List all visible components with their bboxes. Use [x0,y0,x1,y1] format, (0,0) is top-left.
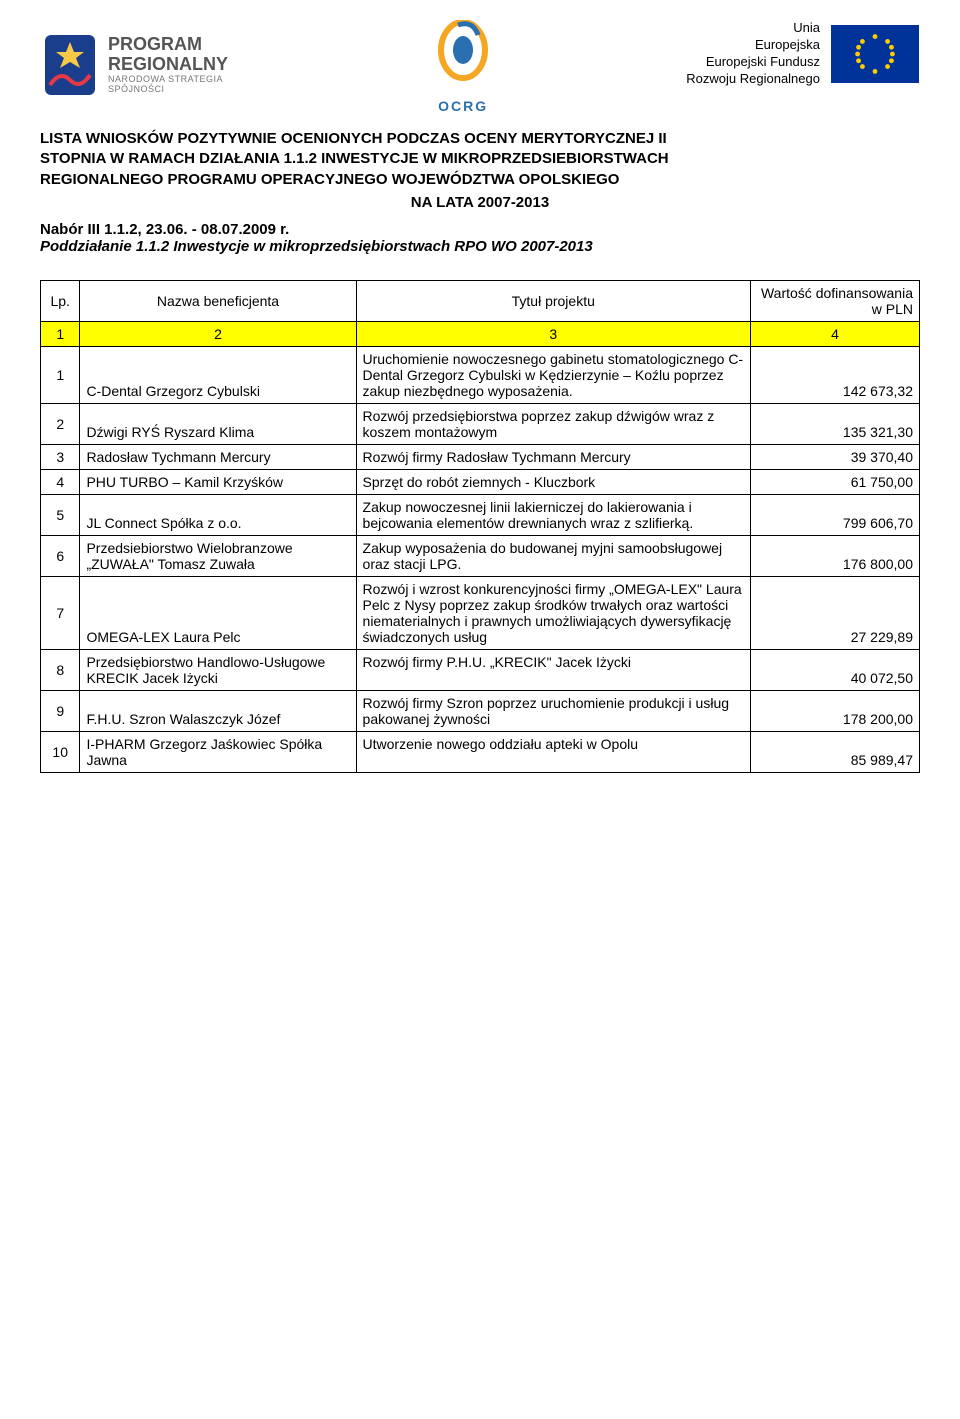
cell-beneficiary: Przedsiebiorstwo Wielobranzowe „ZUWAŁA" … [80,535,356,576]
cell-lp: 4 [41,469,80,494]
table-subheader-row: 1 2 3 4 [41,321,920,346]
header-logos: PROGRAM REGIONALNY NARODOWA STRATEGIA SP… [40,20,920,114]
cell-value: 142 673,32 [750,346,919,403]
table-row: 10I-PHARM Grzegorz Jaśkowiec Spółka Jawn… [41,731,920,772]
cell-title: Rozwój firmy Radosław Tychmann Mercury [356,444,750,469]
document-title: LISTA WNIOSKÓW POZYTYWNIE OCENIONYCH POD… [40,129,920,190]
cell-value: 178 200,00 [750,690,919,731]
cell-beneficiary: OMEGA-LEX Laura Pelc [80,576,356,649]
ocrg-label: OCRG [413,98,513,114]
nabor-line: Nabór III 1.1.2, 23.06. - 08.07.2009 r. [40,221,920,238]
cell-beneficiary: F.H.U. Szron Walaszczyk Józef [80,690,356,731]
table-row: 7OMEGA-LEX Laura PelcRozwój i wzrost kon… [41,576,920,649]
eu-flag-icon [830,24,920,84]
ocrg-logo: OCRG [413,20,513,114]
cell-lp: 9 [41,690,80,731]
col-header-beneficiary: Nazwa beneficjenta [80,280,356,321]
cell-beneficiary: C-Dental Grzegorz Cybulski [80,346,356,403]
cell-title: Zakup nowoczesnej linii lakierniczej do … [356,494,750,535]
eu-block: Unia Europejska Europejski Fundusz Rozwo… [686,20,920,88]
cell-lp: 3 [41,444,80,469]
table-row: 1C-Dental Grzegorz CybulskiUruchomienie … [41,346,920,403]
table-row: 9F.H.U. Szron Walaszczyk JózefRozwój fir… [41,690,920,731]
table-header-row: Lp. Nazwa beneficjenta Tytuł projektu Wa… [41,280,920,321]
program-text-3: NARODOWA STRATEGIA SPÓJNOŚCI [108,75,240,95]
title-line-2: STOPNIA W RAMACH DZIAŁANIA 1.1.2 INWESTY… [40,149,920,169]
col-header-title: Tytuł projektu [356,280,750,321]
cell-lp: 2 [41,403,80,444]
program-text-1: PROGRAM [108,35,240,55]
cell-beneficiary: JL Connect Spółka z o.o. [80,494,356,535]
cell-title: Uruchomienie nowoczesnego gabinetu stoma… [356,346,750,403]
cell-lp: 5 [41,494,80,535]
cell-title: Rozwój przedsiębiorstwa poprzez zakup dź… [356,403,750,444]
cell-beneficiary: PHU TURBO – Kamil Krzyśków [80,469,356,494]
title-line-4: NA LATA 2007-2013 [40,194,920,211]
eu-text-3: Europejski Fundusz [686,54,820,71]
title-line-3: REGIONALNEGO PROGRAMU OPERACYJNEGO WOJEW… [40,170,920,190]
cell-title: Rozwój firmy Szron poprzez uruchomienie … [356,690,750,731]
eu-text-4: Rozwoju Regionalnego [686,71,820,88]
cell-title: Utworzenie nowego oddziału apteki w Opol… [356,731,750,772]
cell-value: 799 606,70 [750,494,919,535]
table-row: 8Przedsiębiorstwo Handlowo-Usługowe KREC… [41,649,920,690]
cell-lp: 1 [41,346,80,403]
poddzialanie-line: Poddziałanie 1.1.2 Inwestycje w mikroprz… [40,238,920,255]
cell-beneficiary: Radosław Tychmann Mercury [80,444,356,469]
cell-lp: 6 [41,535,80,576]
program-regionalny-logo: PROGRAM REGIONALNY NARODOWA STRATEGIA SP… [40,20,240,110]
program-logo-icon [40,30,100,100]
cell-lp: 8 [41,649,80,690]
eu-text-2: Europejska [686,37,820,54]
col-header-value: Wartość dofinansowania w PLN [750,280,919,321]
cell-value: 40 072,50 [750,649,919,690]
eu-text: Unia Europejska Europejski Fundusz Rozwo… [686,20,820,88]
cell-value: 27 229,89 [750,576,919,649]
cell-value: 85 989,47 [750,731,919,772]
cell-value: 61 750,00 [750,469,919,494]
projects-table: Lp. Nazwa beneficjenta Tytuł projektu Wa… [40,280,920,773]
subheader-2: 2 [80,321,356,346]
ocrg-logo-icon [428,20,498,95]
cell-beneficiary: Przedsiębiorstwo Handlowo-Usługowe KRECI… [80,649,356,690]
table-body: 1C-Dental Grzegorz CybulskiUruchomienie … [41,346,920,772]
table-row: 2Dźwigi RYŚ Ryszard KlimaRozwój przedsię… [41,403,920,444]
table-row: 6Przedsiebiorstwo Wielobranzowe „ZUWAŁA"… [41,535,920,576]
title-line-1: LISTA WNIOSKÓW POZYTYWNIE OCENIONYCH POD… [40,129,920,149]
cell-lp: 10 [41,731,80,772]
cell-value: 135 321,30 [750,403,919,444]
cell-title: Rozwój i wzrost konkurencyjności firmy „… [356,576,750,649]
table-row: 4PHU TURBO – Kamil KrzyśkówSprzęt do rob… [41,469,920,494]
cell-title: Sprzęt do robót ziemnych - Kluczbork [356,469,750,494]
col-header-lp: Lp. [41,280,80,321]
subheader-1: 1 [41,321,80,346]
eu-text-1: Unia [686,20,820,37]
subheader-3: 3 [356,321,750,346]
table-row: 3Radosław Tychmann MercuryRozwój firmy R… [41,444,920,469]
cell-value: 39 370,40 [750,444,919,469]
cell-title: Zakup wyposażenia do budowanej myjni sam… [356,535,750,576]
cell-value: 176 800,00 [750,535,919,576]
cell-beneficiary: Dźwigi RYŚ Ryszard Klima [80,403,356,444]
program-text-2: REGIONALNY [108,55,240,75]
cell-lp: 7 [41,576,80,649]
table-row: 5JL Connect Spółka z o.o.Zakup nowoczesn… [41,494,920,535]
subheader-4: 4 [750,321,919,346]
cell-beneficiary: I-PHARM Grzegorz Jaśkowiec Spółka Jawna [80,731,356,772]
cell-title: Rozwój firmy P.H.U. „KRECIK" Jacek Iżyck… [356,649,750,690]
